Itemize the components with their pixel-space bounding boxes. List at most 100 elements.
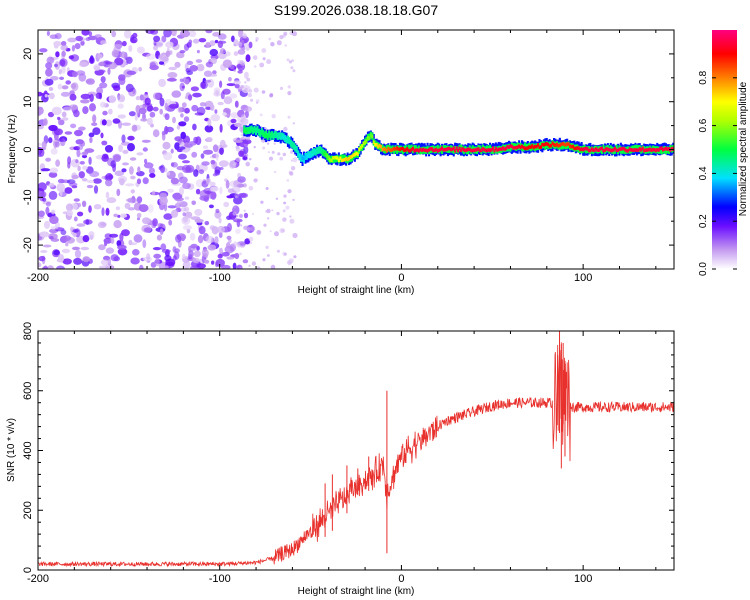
- signal-track-cell: [310, 154, 313, 158]
- noise-blob: [217, 225, 225, 234]
- noise-blob: [290, 66, 294, 70]
- noise-blob: [205, 106, 212, 110]
- signal-track-cell: [648, 147, 651, 151]
- noise-blob: [104, 145, 114, 153]
- noise-blob: [183, 206, 190, 212]
- noise-blob: [152, 92, 161, 100]
- noise-blob: [147, 204, 154, 213]
- signal-track-cell: [573, 146, 576, 151]
- signal-track-cell: [615, 148, 618, 152]
- noise-blob: [164, 265, 169, 269]
- noise-blob: [253, 146, 256, 149]
- noise-blob: [40, 191, 47, 198]
- signal-track-cell: [282, 135, 285, 140]
- noise-blob: [76, 223, 86, 227]
- noise-blob: [233, 180, 240, 188]
- noise-blob: [243, 145, 249, 155]
- signal-track-cell: [461, 147, 464, 151]
- signal-track-cell: [624, 148, 627, 152]
- signal-track-cell: [475, 147, 478, 152]
- noise-blob: [57, 254, 65, 263]
- noise-blob: [100, 259, 109, 266]
- noise-blob: [170, 177, 179, 185]
- signal-track-cell: [364, 140, 367, 145]
- signal-track-cell: [457, 148, 460, 153]
- noise-blob: [218, 160, 229, 168]
- noise-blob: [55, 141, 60, 148]
- signal-track-cell: [284, 135, 287, 139]
- noise-blob: [151, 190, 156, 196]
- noise-blob: [121, 122, 131, 126]
- signal-track-cell: [567, 142, 570, 146]
- noise-blob: [186, 60, 194, 66]
- signal-track-cell: [441, 147, 444, 154]
- noise-blob: [167, 188, 174, 193]
- noise-blob: [230, 112, 239, 119]
- noise-blob: [276, 211, 280, 216]
- signal-track-cell: [640, 148, 643, 152]
- signal-track-cell: [452, 146, 455, 154]
- noise-blob: [67, 37, 77, 43]
- noise-blob: [196, 49, 200, 54]
- noise-blob: [142, 177, 149, 185]
- noise-blob: [183, 116, 190, 122]
- signal-track-cell: [449, 147, 452, 152]
- noise-blob: [223, 144, 228, 148]
- noise-blob: [61, 41, 67, 46]
- noise-blob: [48, 92, 55, 100]
- noise-blob: [196, 263, 206, 269]
- signal-track-cell: [589, 148, 592, 153]
- signal-track-cell: [352, 153, 355, 157]
- noise-blob: [207, 244, 217, 251]
- noise-blob: [45, 157, 51, 162]
- signal-track-cell: [515, 146, 518, 150]
- signal-track-cell: [493, 148, 496, 153]
- signal-track-cell: [638, 147, 641, 151]
- signal-track-cell: [660, 147, 663, 155]
- y-tick-label: 0: [22, 146, 34, 152]
- noise-blob: [249, 158, 252, 161]
- noise-blob: [269, 230, 272, 233]
- noise-blob: [105, 61, 113, 65]
- noise-blob: [233, 43, 237, 47]
- signal-track-cell: [269, 133, 272, 140]
- noise-blob: [226, 242, 231, 249]
- noise-blob: [238, 150, 245, 157]
- noise-blob: [117, 248, 128, 256]
- signal-track-cell: [480, 148, 483, 152]
- signal-track-cell: [609, 148, 612, 153]
- noise-blob: [64, 187, 73, 194]
- snr-x-label: Height of straight line (km): [298, 586, 415, 597]
- signal-track-cell: [407, 148, 410, 153]
- noise-blob: [165, 50, 171, 57]
- noise-blob: [215, 208, 220, 214]
- noise-blob: [70, 226, 74, 232]
- noise-blob: [162, 141, 171, 150]
- signal-track-cell: [265, 134, 268, 138]
- noise-blob: [47, 111, 55, 118]
- signal-track-cell: [410, 147, 413, 152]
- signal-track-cell: [374, 143, 377, 147]
- noise-blob: [46, 56, 55, 64]
- signal-track-cell: [561, 142, 564, 150]
- noise-blob: [102, 110, 108, 116]
- noise-blob: [292, 122, 295, 125]
- noise-blob: [50, 226, 59, 230]
- noise-blob: [123, 30, 132, 39]
- snr-y-ticks: 0 200 400 600 800: [22, 322, 674, 573]
- noise-blob: [159, 97, 165, 107]
- noise-blob: [159, 196, 168, 206]
- noise-blob: [244, 81, 247, 84]
- noise-blob: [166, 77, 177, 82]
- snr-background: [38, 331, 674, 570]
- signal-track-cell: [557, 144, 560, 148]
- noise-blob: [48, 171, 58, 178]
- noise-blob: [152, 106, 159, 112]
- noise-blob: [99, 82, 108, 89]
- noise-blob: [188, 94, 193, 101]
- noise-blob: [72, 71, 78, 78]
- noise-blob: [66, 210, 74, 217]
- noise-blob: [62, 258, 72, 265]
- signal-track-cell: [436, 149, 439, 153]
- noise-blob: [117, 114, 127, 119]
